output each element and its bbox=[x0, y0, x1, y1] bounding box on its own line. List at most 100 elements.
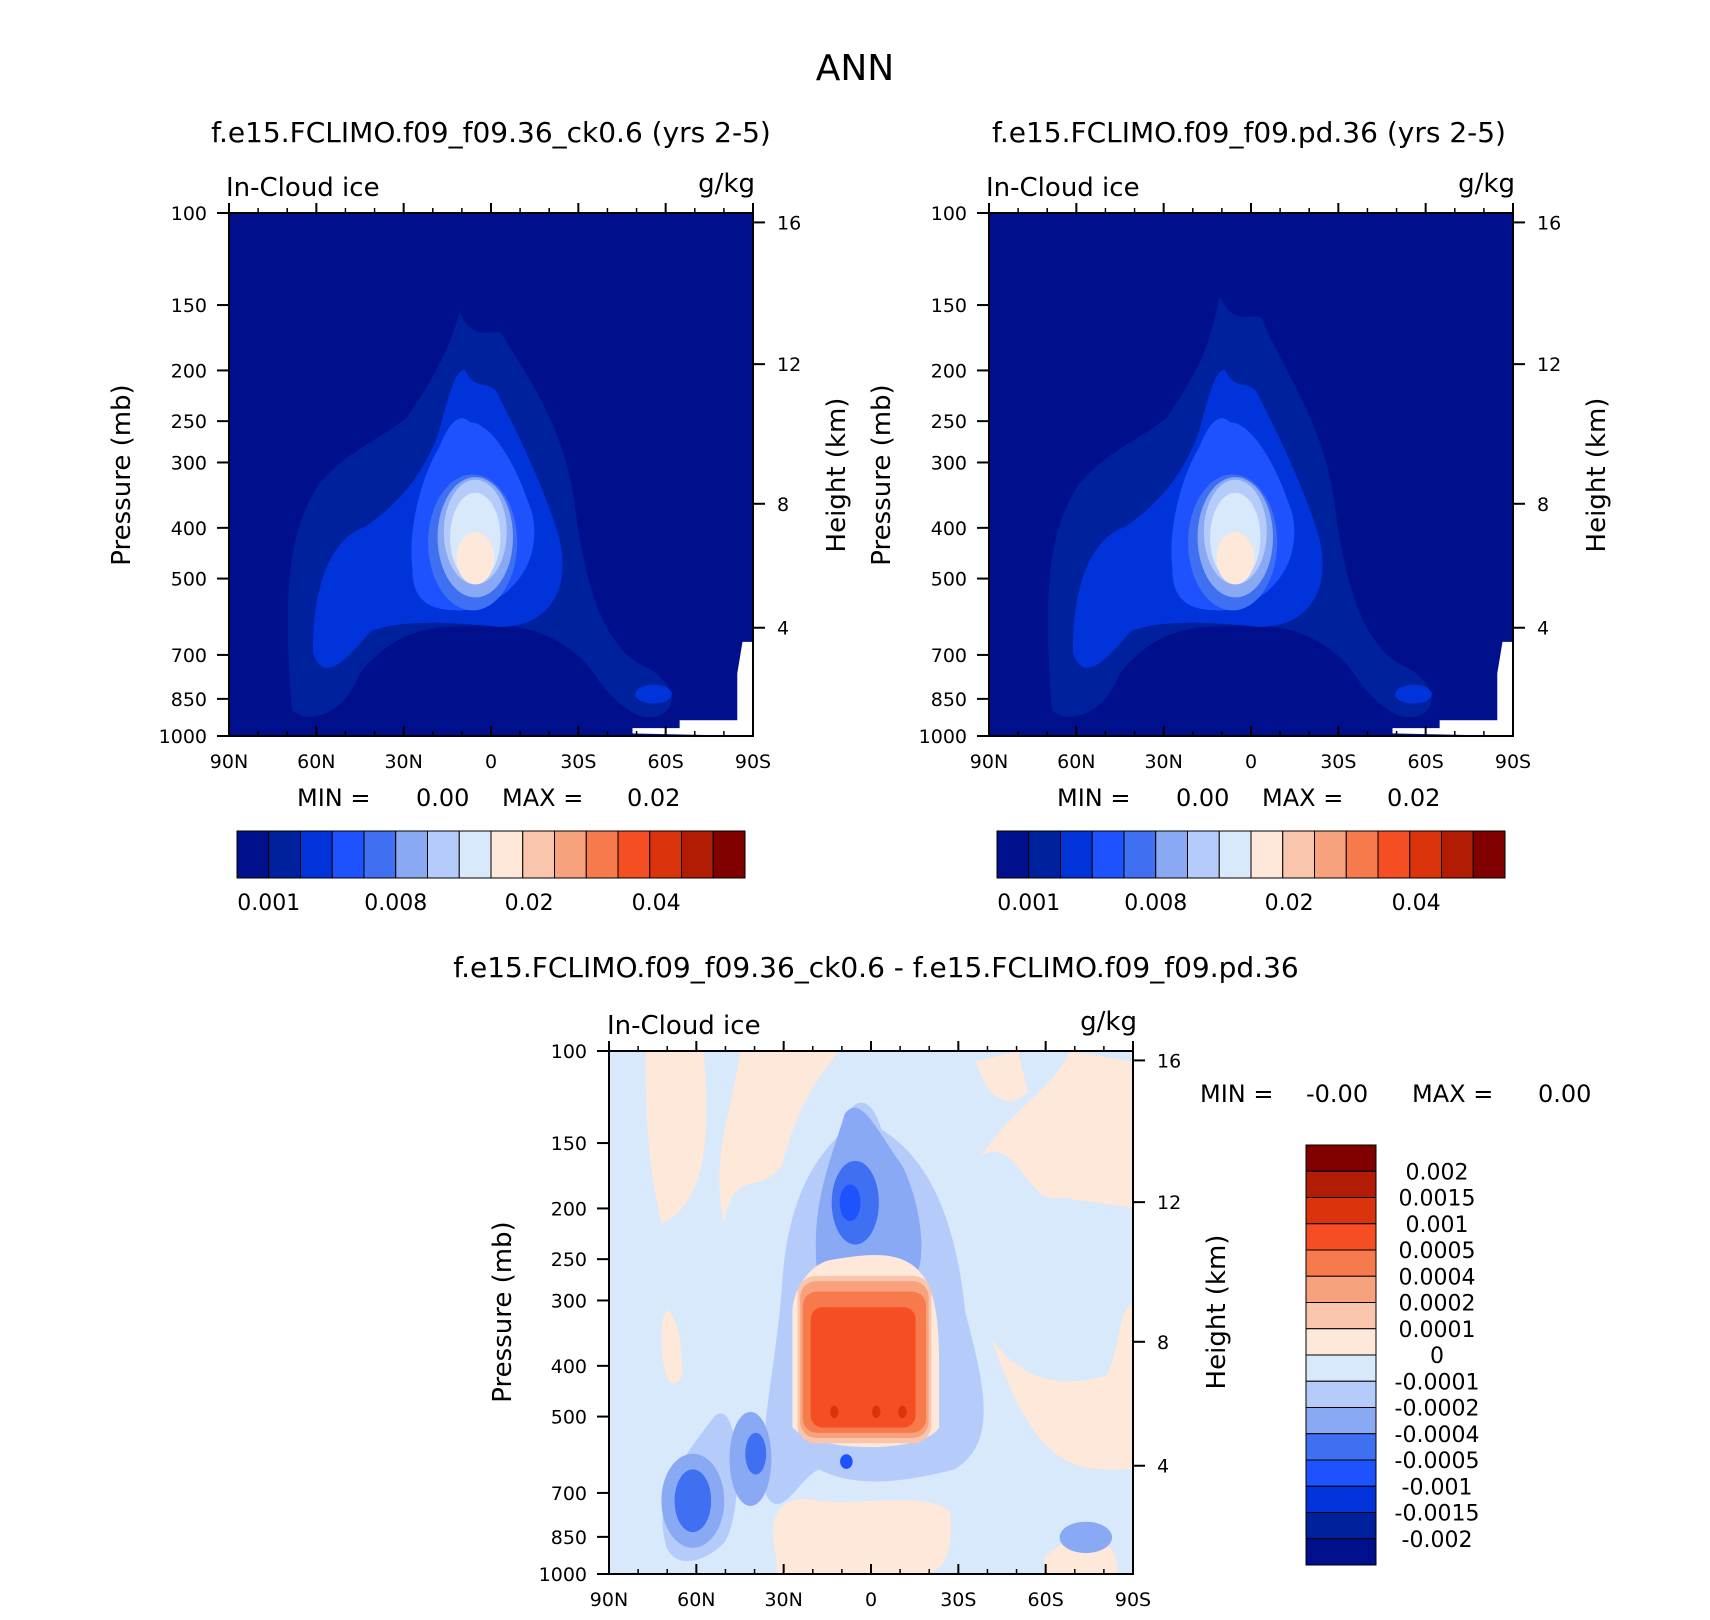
y-tick-label: 700 bbox=[931, 645, 967, 667]
y-tick-label: 300 bbox=[931, 452, 967, 474]
colorbar-label: 0.02 bbox=[505, 891, 554, 916]
y-tick-label: 150 bbox=[551, 1133, 587, 1155]
colorbar-label: 0.001 bbox=[237, 891, 300, 916]
y2-tick-label: 4 bbox=[1537, 618, 1549, 640]
colorbar-box bbox=[331, 830, 365, 879]
x-tick-label: 60S bbox=[648, 751, 684, 773]
panel-difference-title: f.e15.FCLIMO.f09_f09.36_ck0.6 - f.e15.FC… bbox=[453, 951, 1298, 984]
panel-left-min-value: 0.00 bbox=[416, 784, 469, 812]
colorbar-label: 0.04 bbox=[632, 891, 681, 916]
colorbar-box bbox=[1250, 830, 1284, 879]
colorbar-label: 0.008 bbox=[364, 891, 427, 916]
colorbar-box bbox=[712, 830, 746, 879]
colorbar-box bbox=[617, 830, 651, 879]
y-tick-label: 100 bbox=[931, 203, 967, 225]
colorbar-box bbox=[1282, 830, 1315, 879]
y2-tick-label: 4 bbox=[1157, 1456, 1169, 1478]
x-tick-label: 90N bbox=[210, 751, 248, 773]
contour-level-neg-0002 bbox=[1059, 1521, 1113, 1554]
y-tick-label: 250 bbox=[171, 411, 207, 433]
y-tick-label: 100 bbox=[551, 1041, 587, 1063]
colorbar-box bbox=[1441, 830, 1474, 879]
colorbar-box bbox=[490, 830, 524, 879]
colorbar-label: 0.0005 bbox=[1399, 1239, 1476, 1264]
panel-right-units: g/kg bbox=[1458, 169, 1515, 199]
colorbar-box bbox=[1218, 830, 1252, 879]
colorbar-box bbox=[1305, 1354, 1377, 1382]
colorbar-box bbox=[1305, 1197, 1377, 1225]
colorbar-box bbox=[1305, 1407, 1377, 1435]
colorbar-label: 0.0001 bbox=[1399, 1318, 1476, 1343]
colorbar-label: 0.001 bbox=[997, 891, 1060, 916]
panel-left-y2label: Height (km) bbox=[822, 398, 852, 553]
colorbar-box bbox=[363, 830, 397, 879]
contour-level-8 bbox=[1216, 532, 1255, 585]
y-tick-label: 400 bbox=[551, 1356, 587, 1378]
x-tick-label: 90S bbox=[1115, 1589, 1151, 1611]
colorbar-box bbox=[1305, 1223, 1377, 1251]
x-tick-label: 30N bbox=[384, 751, 422, 773]
x-tick-label: 30N bbox=[1144, 751, 1182, 773]
y-tick-label: 500 bbox=[931, 569, 967, 591]
colorbar-box bbox=[1305, 1485, 1377, 1513]
colorbar-label: 0.002 bbox=[1406, 1160, 1469, 1185]
colorbar-box bbox=[554, 830, 587, 879]
panel-difference-units: g/kg bbox=[1080, 1007, 1137, 1037]
x-tick-label: 30S bbox=[940, 1589, 976, 1611]
y-tick-label: 1000 bbox=[159, 726, 207, 748]
colorbar-box bbox=[1377, 830, 1411, 879]
y-tick-label: 300 bbox=[551, 1290, 587, 1312]
y-tick-label: 250 bbox=[551, 1249, 587, 1271]
colorbar-box bbox=[996, 830, 1030, 879]
colorbar-box bbox=[1409, 830, 1442, 879]
contour-field bbox=[989, 213, 1513, 736]
contour-level-pos-small bbox=[772, 1498, 951, 1574]
x-tick-label: 60N bbox=[297, 751, 335, 773]
x-tick-label: 60S bbox=[1408, 751, 1444, 773]
colorbar-box bbox=[1028, 830, 1061, 879]
colorbar-box bbox=[268, 830, 301, 879]
contour-level-001 bbox=[810, 1307, 916, 1428]
colorbar-box bbox=[1305, 1302, 1377, 1330]
colorbar-label: -0.0004 bbox=[1395, 1423, 1480, 1448]
x-tick-label: 30S bbox=[1320, 751, 1356, 773]
contour-level-2-patch bbox=[635, 684, 672, 704]
contour-level-0015 bbox=[872, 1405, 881, 1419]
panel-difference: f.e15.FCLIMO.f09_f09.36_ck0.6 - f.e15.FC… bbox=[453, 951, 1591, 1611]
y-tick-label: 400 bbox=[931, 518, 967, 540]
colorbar-box bbox=[236, 830, 270, 879]
y-tick-label: 200 bbox=[551, 1198, 587, 1220]
contour-level-neg-001 bbox=[840, 1454, 853, 1469]
x-tick-label: 60N bbox=[677, 1589, 715, 1611]
colorbar-label: 0.008 bbox=[1124, 891, 1187, 916]
panel-right-max-label: MAX = bbox=[1262, 784, 1343, 812]
x-tick-label: 0 bbox=[865, 1589, 877, 1611]
colorbar-box bbox=[1305, 1380, 1377, 1408]
colorbar-box bbox=[649, 830, 682, 879]
contour-level-0015 bbox=[830, 1405, 839, 1419]
x-tick-label: 60S bbox=[1028, 1589, 1064, 1611]
colorbar-box bbox=[1305, 1144, 1377, 1172]
panel-left-max-label: MAX = bbox=[502, 784, 583, 812]
y-tick-label: 500 bbox=[171, 569, 207, 591]
panel-right-y2label: Height (km) bbox=[1582, 398, 1612, 553]
y2-tick-label: 12 bbox=[777, 354, 801, 376]
colorbar-box bbox=[1123, 830, 1157, 879]
y-tick-label: 400 bbox=[171, 518, 207, 540]
colorbar-box bbox=[1091, 830, 1125, 879]
contour-level-pos-small bbox=[981, 1051, 1133, 1208]
y-tick-label: 700 bbox=[171, 645, 207, 667]
colorbar-label: -0.0002 bbox=[1395, 1397, 1480, 1422]
panel-difference-max-value: 0.00 bbox=[1538, 1080, 1591, 1108]
contour-level-pos-small bbox=[661, 1310, 683, 1384]
colorbar-box bbox=[1314, 830, 1347, 879]
colorbar-box bbox=[1305, 1433, 1377, 1461]
x-tick-label: 0 bbox=[485, 751, 497, 773]
colorbar-label: -0.0001 bbox=[1395, 1370, 1480, 1395]
colorbar-box bbox=[1345, 830, 1379, 879]
colorbar-box bbox=[1305, 1459, 1377, 1487]
colorbar-label: 0.0015 bbox=[1399, 1187, 1476, 1212]
y-tick-label: 1000 bbox=[919, 726, 967, 748]
y-tick-label: 200 bbox=[171, 360, 207, 382]
